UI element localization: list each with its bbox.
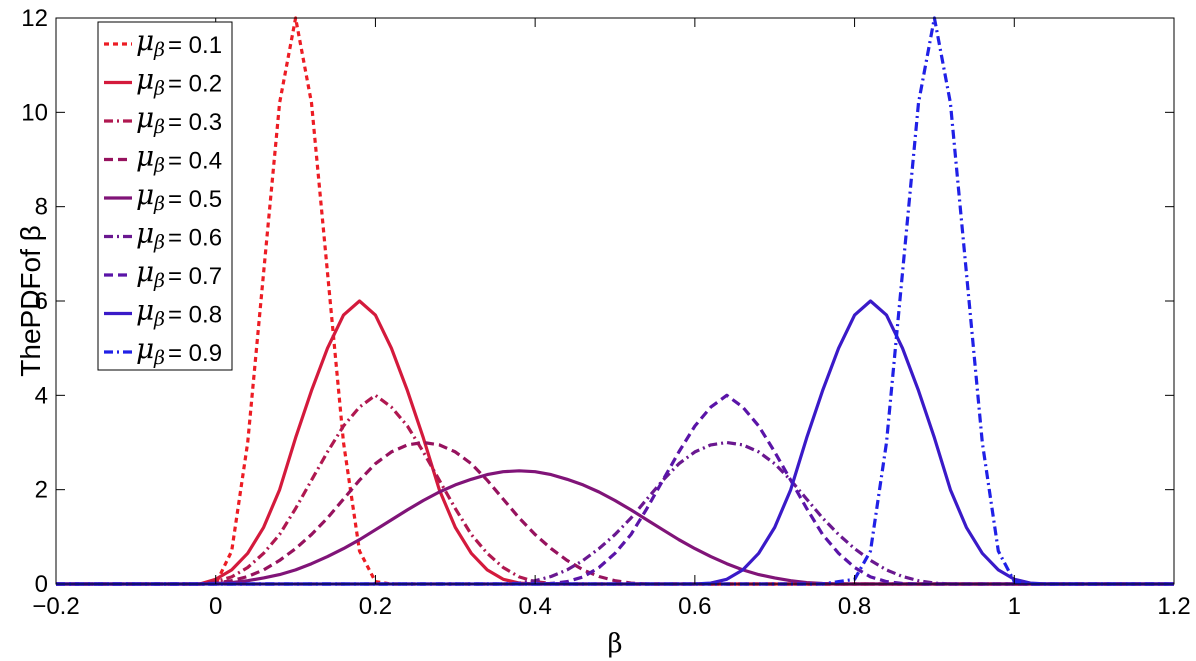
legend-subscript: β [153,155,165,177]
legend-label: = 0.2 [168,71,222,98]
legend-label: = 0.8 [168,302,222,329]
legend-subscript: β [153,347,165,369]
legend-label: = 0.6 [168,225,222,252]
legend-mu-symbol: μ [136,294,154,327]
legend-label: = 0.5 [168,186,222,213]
legend-subscript: β [153,78,165,100]
series-line-4 [56,440,1174,586]
legend-mu-symbol: μ [136,217,154,250]
x-tick-label: 0 [209,593,222,620]
legend-subscript: β [153,309,165,331]
legend-subscript: β [153,116,165,138]
legend-mu-symbol: μ [136,178,154,211]
y-tick-label: 2 [35,477,48,504]
y-axis-label: ThePDFof β [15,225,46,376]
y-tick-label: 4 [35,382,48,409]
x-tick-label: 0.4 [518,593,551,620]
legend-label: = 0.7 [168,263,222,290]
y-tick-label: 8 [35,194,48,221]
x-tick-label: 1.2 [1157,593,1190,620]
legend-mu-symbol: μ [136,63,154,96]
legend-label: = 0.1 [168,32,222,59]
x-tick-label: 0.8 [838,593,871,620]
legend-label: = 0.9 [168,340,222,367]
y-tick-label: 0 [35,571,48,598]
series-line-6 [56,440,1174,586]
legend-subscript: β [153,193,165,215]
x-tick-label: 1 [1008,593,1021,620]
y-tick-label: 10 [21,99,48,126]
legend-mu-symbol: μ [136,140,154,173]
legend-mu-symbol: μ [136,255,154,288]
legend-subscript: β [153,232,165,254]
y-tick-label: 12 [21,5,48,32]
x-axis-label: β [607,629,622,659]
legend-label: = 0.3 [168,109,222,136]
x-tick-label: 0.2 [359,593,392,620]
legend: μ β = 0.1μ β = 0.2μ β = 0.3μ β = 0.4μ β = 0.5μ β = 0… [97,21,233,371]
legend-label: = 0.4 [168,148,222,175]
x-tick-label: −0.2 [32,593,79,620]
x-tick-label: 0.6 [678,593,711,620]
legend-subscript: β [153,270,165,292]
legend-mu-symbol: μ [136,101,154,134]
legend-subscript: β [153,39,165,61]
y-tick-label: 6 [35,288,48,315]
series-line-7 [56,393,1174,586]
legend-mu-symbol: μ [136,24,154,57]
legend-mu-symbol: μ [136,332,154,365]
series-line-3 [56,393,1174,586]
